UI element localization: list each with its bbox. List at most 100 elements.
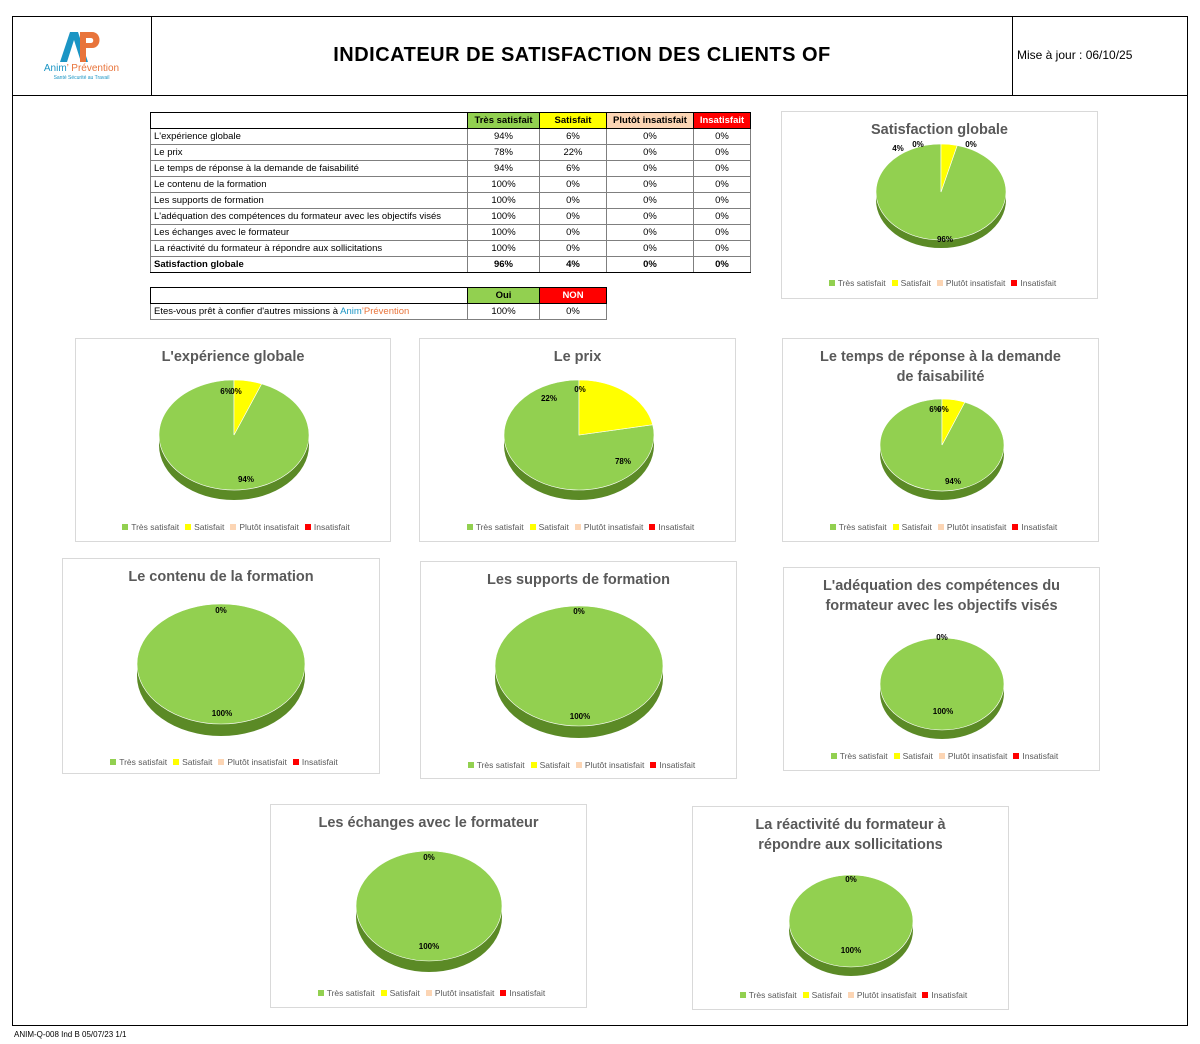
logo-wordmark: Anim’ Prévention [43,63,120,74]
pie-data-label: 94% [945,477,961,486]
legend-label: Plutôt insatisfait [583,522,644,532]
legend-swatch-icon [828,280,835,286]
legend-swatch-icon [1013,753,1020,759]
legend-label: Très satisfait [838,522,887,532]
legend-label: Plutôt insatisfait [946,522,1007,532]
legend-swatch-icon [292,759,299,765]
row-value: 0% [693,208,751,225]
pie-data-label: 0% [574,385,586,394]
pie-slice [578,379,654,436]
row-label: Les supports de formation [150,192,468,209]
document-header: Anim’ Prévention Santé Sécurité au Trava… [12,16,1188,96]
row-label: L'expérience globale [150,128,468,145]
table-row: L'expérience globale 94% 6% 0% 0% [150,128,751,145]
pie-data-label: 6% [220,387,232,396]
legend-label: Insatisfait [509,988,546,998]
legend-label: Satisfait [182,757,213,767]
row-value: 0% [606,128,694,145]
legend-label: Satisfait [538,522,569,532]
pie-slice [136,603,306,725]
pie-depth [789,921,913,976]
legend-label: Satisfait [194,522,225,532]
row-value: 0% [693,128,751,145]
row-label: La réactivité du formateur à répondre au… [150,240,468,257]
pie-chart: 100% 0% [879,633,1005,739]
legend-swatch-icon [574,524,581,530]
row-label: L'adéquation des compétences du formateu… [150,208,468,225]
legend-label: Plutôt insatisfait [945,278,1006,288]
page-frame [12,16,1188,1026]
legend-label: Plutôt insatisfait [239,522,299,532]
pie-data-label: 0% [937,405,949,414]
row-value: 94% [467,128,540,145]
row-value: 0% [693,192,751,209]
pie-data-label: 0% [215,606,227,615]
chart-prix: Le prix 78% 22% 0% Très satisfait Satisfait Pl… [419,338,736,542]
legend-label: Satisfait [902,751,933,761]
legend-swatch-icon [529,524,536,530]
pie-depth [880,445,1004,500]
chart-temps-reponse: Le temps de réponse à la demande de fais… [782,338,1099,542]
logo-tagline: Santé Sécurité au Travail [53,75,110,81]
pie-depth [876,192,1006,248]
legend-label: Insatisfait [1020,278,1057,288]
satisfaction-table: Très satisfait Satisfait Plutôt insatisf… [150,112,751,273]
legend-label: Insatisfait [313,522,350,532]
legend-label: Très satisfait [475,522,524,532]
table-row: La réactivité du formateur à répondre au… [150,240,751,257]
legend-swatch-icon [173,759,180,765]
pie-slice [941,398,966,446]
pie-depth [495,666,663,738]
legend-swatch-icon [575,762,582,768]
legend-swatch-icon [425,990,432,996]
pie-data-label: 0% [965,140,977,149]
legend-label: Très satisfait [748,990,797,1000]
legend-label: Très satisfait [119,757,168,767]
row-value: 6% [539,160,607,177]
row-value: 0% [693,176,751,193]
row-value: 4% [539,256,607,273]
row-value: 0% [539,240,607,257]
chart-legend: Très satisfait Satisfait Plutôt insatisfai… [782,278,1097,288]
row-value: 100% [467,176,540,193]
legend-swatch-icon [1011,280,1018,286]
pie-chart: 100% 0% [494,605,664,738]
chart-legend: Très satisfait Satisfait Plutôt insatisfai… [421,760,736,770]
legend-swatch-icon [739,992,746,998]
chart-title: Les échanges avec le formateur [318,815,539,831]
pie-data-label: 100% [841,946,861,955]
pie-slice [788,874,914,968]
chart-supports-formation: Les supports de formation 100% 0% Très sati… [420,561,737,779]
row-label: Le prix [150,144,468,161]
legend-swatch-icon [1012,524,1019,530]
pie-data-label: 100% [933,707,953,716]
pie-data-label: 0% [423,853,435,862]
missions-table: Oui NON Etes-vous prêt à confier d'autre… [150,287,607,320]
legend-swatch-icon [802,992,809,998]
table-row: Le temps de réponse à la demande de fais… [150,160,751,177]
pie-data-label: 0% [845,875,857,884]
row-label: Le contenu de la formation [150,176,468,193]
pie-data-label: 100% [570,712,590,721]
legend-label: Plutôt insatisfait [227,757,287,767]
legend-swatch-icon [649,524,656,530]
row-value: 0% [693,160,751,177]
row-value: 0% [693,224,751,241]
row-value: 94% [467,160,540,177]
chart-legend: Très satisfait Satisfait Plutôt insatisfai… [63,757,379,767]
pie-depth [504,435,654,500]
pie-data-label: 0% [573,607,585,616]
pie-data-label: 78% [615,457,631,466]
pie-data-label: 6% [929,405,941,414]
header-blank-cell [150,112,468,129]
legend-label: Satisfait [901,522,932,532]
chart-legend: Très satisfait Satisfait Plutôt insatisfai… [693,990,1008,1000]
legend-label: Insatisfait [659,760,696,770]
chart-title: Les supports de formation [487,572,670,588]
row-value: 100% [467,240,540,257]
col-header-tres-satisfait: Très satisfait [467,112,540,129]
chart-title: Le contenu de la formation [128,569,314,585]
pie-depth [137,664,305,736]
pie-data-label: 0% [912,140,924,149]
legend-label: Insatisfait [931,990,968,1000]
